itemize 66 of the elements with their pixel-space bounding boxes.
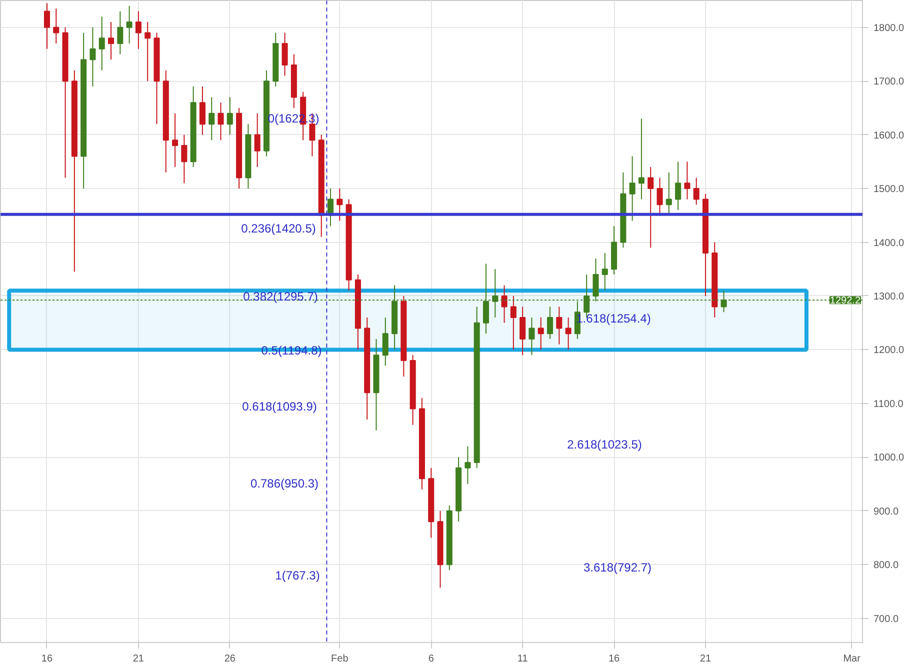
candlestick xyxy=(98,16,105,71)
y-tick-label: 1800.0 xyxy=(874,22,905,34)
candlestick xyxy=(693,177,700,206)
y-tick-label: 800.0 xyxy=(874,560,899,572)
x-tick-label: 21 xyxy=(132,654,144,664)
candlestick xyxy=(520,306,526,356)
y-tick-label: 1300.0 xyxy=(874,291,905,302)
y-tick-label: 700.0 xyxy=(874,614,899,625)
candlestick xyxy=(44,2,50,50)
candlestick xyxy=(218,102,224,141)
candlestick xyxy=(135,10,142,50)
candlestick xyxy=(675,161,682,211)
y-tick-label: 900.0 xyxy=(874,506,899,518)
candlestick xyxy=(629,156,636,222)
candlestick xyxy=(254,112,260,168)
candlestick xyxy=(199,86,206,136)
candlestick xyxy=(336,188,343,222)
candlestick xyxy=(565,316,572,350)
y-tick-label: 1100.0 xyxy=(874,398,904,410)
candlestick xyxy=(501,284,508,324)
candlestick xyxy=(108,21,114,60)
candlestick xyxy=(648,166,654,248)
candlestick xyxy=(172,112,178,168)
candlestick xyxy=(53,8,60,44)
candlestick xyxy=(208,96,215,141)
annotation: 0.618(1093.9) xyxy=(242,400,317,414)
candlestick xyxy=(556,306,562,345)
candlestick xyxy=(126,5,132,44)
y-tick-label: 1000.0 xyxy=(874,452,905,464)
x-tick-label: Mar xyxy=(843,654,862,664)
candlestick xyxy=(656,177,663,216)
y-tick-label: 1500.0 xyxy=(874,184,905,196)
x-tick-label: 16 xyxy=(608,654,620,664)
x-tick-label: Feb xyxy=(331,654,349,664)
candlestick xyxy=(181,134,188,184)
candlestick xyxy=(90,26,96,87)
candlestick xyxy=(528,316,535,356)
x-tick-label: 11 xyxy=(517,654,528,664)
x-tick-label: 16 xyxy=(41,654,53,664)
candlestick xyxy=(547,306,554,340)
candlestick xyxy=(117,10,124,55)
candlestick xyxy=(684,161,690,200)
candlestick xyxy=(602,252,608,292)
y-tick-label: 1400.0 xyxy=(874,238,905,249)
x-tick-label: 6 xyxy=(428,654,434,664)
candlestick xyxy=(638,118,644,200)
candlestick xyxy=(464,446,471,485)
candlestick xyxy=(538,316,544,350)
x-tick-label: 21 xyxy=(700,654,712,664)
candlestick xyxy=(382,316,388,366)
ref-line-label: 1292.2 xyxy=(830,296,861,307)
annotation: 0.236(1420.5) xyxy=(241,222,316,236)
candlestick xyxy=(666,172,672,216)
annotation: 1(767.3) xyxy=(275,568,320,582)
x-tick-label: 26 xyxy=(224,654,236,664)
y-tick-label: 1600.0 xyxy=(874,130,905,142)
annotation: 0.382(1295.7) xyxy=(243,290,318,304)
candlestick xyxy=(144,21,151,82)
annotation: 0.786(950.3) xyxy=(250,476,319,490)
y-tick-label: 1700.0 xyxy=(874,76,905,88)
annotation: 3.618(792.7) xyxy=(583,560,652,574)
y-tick-label: 1200.0 xyxy=(874,345,905,356)
annotation: 2.618(1023.5) xyxy=(567,438,642,452)
candlestick xyxy=(510,295,516,350)
candlestick xyxy=(282,32,288,76)
candlestick xyxy=(226,96,233,136)
